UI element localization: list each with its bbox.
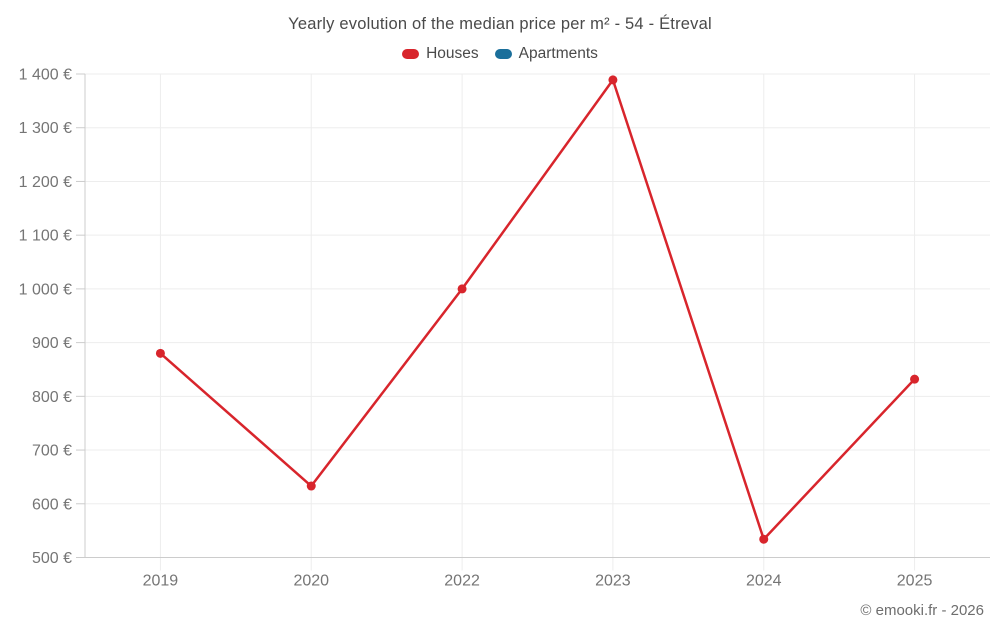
apartments-swatch-icon	[494, 49, 512, 59]
copyright-footer: © emooki.fr - 2026	[860, 602, 984, 619]
legend-item-apartments[interactable]: Apartments	[494, 45, 598, 63]
legend-label-houses: Houses	[426, 45, 479, 62]
y-axis-label: 600 €	[32, 496, 72, 513]
chart-legend: Houses Apartments	[0, 45, 1000, 63]
y-axis-label: 700 €	[32, 443, 72, 460]
houses-point[interactable]	[306, 481, 316, 491]
x-axis-label: 2019	[143, 573, 179, 590]
houses-point[interactable]	[608, 75, 618, 85]
y-axis-label: 500 €	[32, 550, 72, 567]
houses-point[interactable]	[155, 348, 165, 358]
x-axis-label: 2023	[595, 573, 631, 590]
houses-swatch-icon	[402, 49, 420, 59]
chart-title: Yearly evolution of the median price per…	[288, 15, 712, 33]
x-axis-label: 2025	[897, 573, 933, 590]
y-axis-label: 1 100 €	[19, 228, 72, 245]
x-axis-label: 2022	[444, 573, 480, 590]
houses-line	[159, 78, 916, 541]
y-axis-label: 900 €	[32, 335, 72, 352]
y-axis-label: 1 000 €	[19, 281, 72, 298]
x-axis-label: 2020	[293, 573, 329, 590]
legend-label-apartments: Apartments	[518, 45, 598, 62]
y-axis-label: 1 200 €	[19, 174, 72, 191]
x-axis-label: 2024	[746, 573, 782, 590]
houses-point[interactable]	[457, 284, 467, 294]
y-axis-label: 1 400 €	[19, 67, 72, 84]
houses-point[interactable]	[759, 534, 769, 544]
y-axis-label: 1 300 €	[19, 120, 72, 137]
houses-point[interactable]	[910, 374, 920, 384]
y-axis-label: 800 €	[32, 389, 72, 406]
legend-item-houses[interactable]: Houses	[402, 45, 479, 63]
